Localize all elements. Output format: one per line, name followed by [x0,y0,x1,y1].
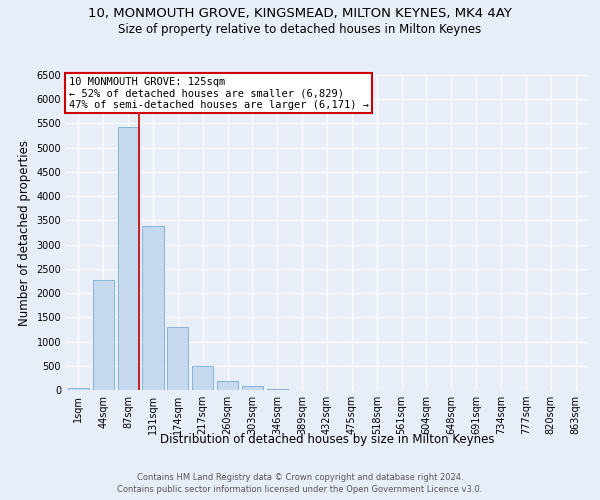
Bar [142,226,164,390]
Text: 10, MONMOUTH GROVE, KINGSMEAD, MILTON KEYNES, MK4 4AY: 10, MONMOUTH GROVE, KINGSMEAD, MILTON KE… [88,8,512,20]
Bar [267,389,288,390]
Text: Contains HM Land Registry data © Crown copyright and database right 2024.: Contains HM Land Registry data © Crown c… [137,472,463,482]
Bar [242,386,263,390]
Text: Distribution of detached houses by size in Milton Keynes: Distribution of detached houses by size … [160,432,494,446]
Text: Contains public sector information licensed under the Open Government Licence v3: Contains public sector information licen… [118,485,482,494]
Text: 10 MONMOUTH GROVE: 125sqm
← 52% of detached houses are smaller (6,829)
47% of se: 10 MONMOUTH GROVE: 125sqm ← 52% of detac… [68,76,368,110]
Bar [167,327,188,390]
Bar [68,388,89,390]
Bar [93,280,114,390]
Bar [217,381,238,390]
Bar [192,366,213,390]
Text: Size of property relative to detached houses in Milton Keynes: Size of property relative to detached ho… [118,22,482,36]
Bar [118,127,139,390]
Y-axis label: Number of detached properties: Number of detached properties [18,140,31,326]
